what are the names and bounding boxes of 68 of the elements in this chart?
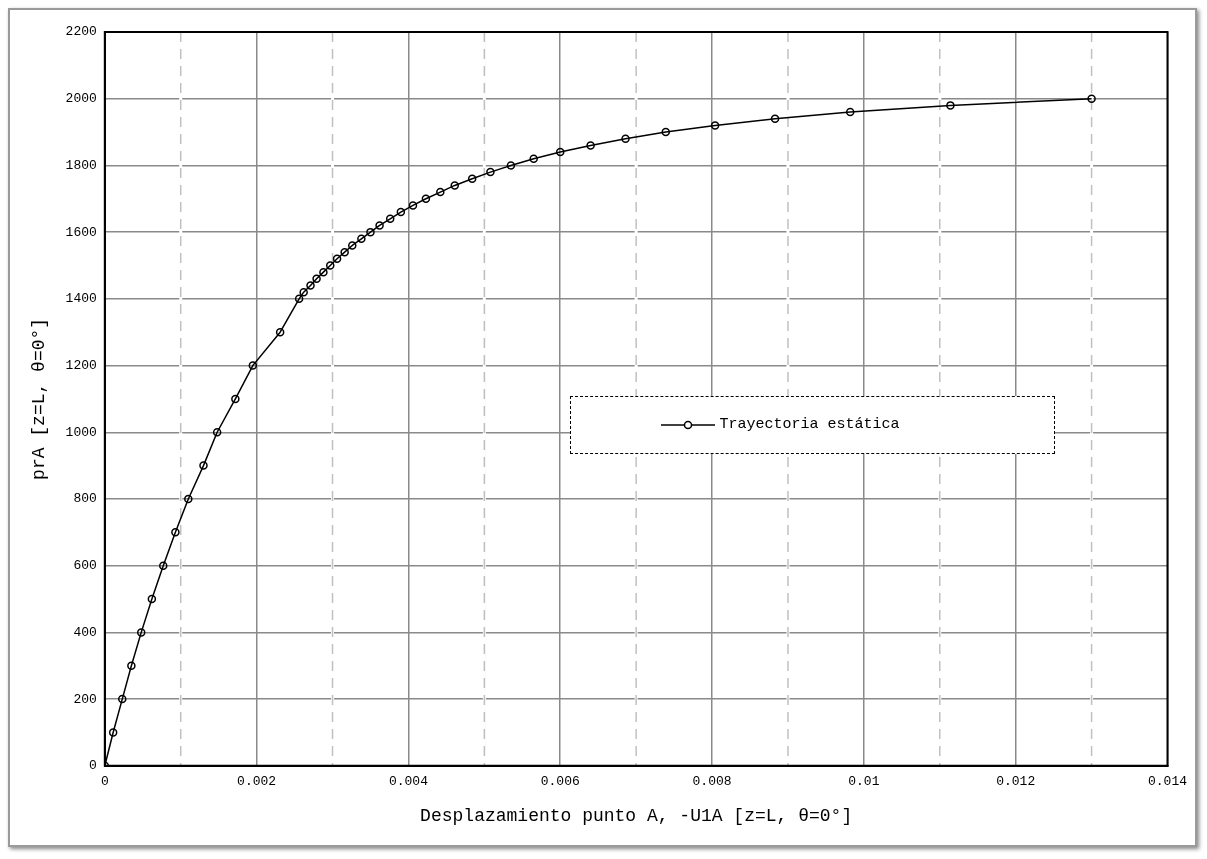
point [946, 101, 955, 110]
point [184, 494, 193, 504]
x-tick-label: 0.01 [848, 774, 880, 790]
point [845, 107, 855, 117]
x-tick-label: 0.008 [692, 774, 732, 790]
point [326, 261, 335, 270]
point [436, 187, 445, 197]
y-tick-label: 1200 [65, 357, 97, 373]
y-tick-label: 2200 [65, 24, 97, 40]
point [319, 267, 328, 277]
x-axis-title: Desplazamiento punto A, -U1A [z=L, θ=0°] [420, 805, 853, 826]
point [396, 207, 406, 217]
point [710, 121, 720, 130]
point [299, 287, 308, 297]
point [586, 141, 595, 150]
y-tick-label: 1000 [65, 424, 97, 440]
x-tick-label: 0.004 [388, 774, 429, 790]
y-tick-label: 400 [73, 624, 97, 640]
point [408, 201, 418, 210]
x-tick-label: 0.012 [996, 774, 1036, 790]
point [506, 161, 516, 170]
point [357, 234, 366, 244]
y-tick-label: 1400 [65, 291, 97, 307]
point [275, 327, 285, 337]
point [366, 227, 375, 237]
point [421, 194, 431, 204]
point [467, 174, 477, 184]
point [340, 247, 349, 257]
point [294, 294, 304, 304]
y-tick-label: 600 [73, 558, 97, 574]
point [159, 561, 168, 570]
point [212, 428, 222, 437]
point [661, 127, 671, 137]
point [127, 661, 136, 670]
point [147, 594, 157, 604]
point [486, 167, 495, 177]
point [450, 181, 459, 190]
y-tick-label: 800 [73, 491, 97, 507]
point [199, 461, 208, 470]
x-tick-label: 0 [100, 774, 109, 790]
point [621, 134, 630, 143]
y-tick-label: 2000 [65, 91, 97, 107]
x-tick-label: 0.014 [1147, 774, 1188, 790]
point [248, 361, 258, 370]
x-tick-label: 0.002 [237, 774, 277, 790]
point [529, 154, 538, 163]
legend-box: Trayectoria estática [570, 395, 1056, 454]
point [770, 114, 780, 123]
point [348, 241, 357, 250]
point [555, 147, 565, 157]
point [171, 528, 180, 537]
point [118, 694, 127, 704]
point [332, 254, 342, 264]
point [231, 394, 240, 404]
point [312, 274, 321, 284]
point [1087, 94, 1096, 103]
point [375, 221, 384, 230]
y-axis-title: prA [z=L, θ=0°] [28, 317, 49, 480]
point [306, 281, 315, 290]
y-tick-label: 1600 [65, 224, 97, 240]
y-tick-label: 200 [73, 691, 97, 707]
point [385, 214, 395, 224]
point [136, 628, 146, 637]
point [108, 728, 118, 737]
legend-label: Trayectoria estática [719, 416, 900, 434]
x-tick-label: 0.006 [540, 774, 580, 790]
y-tick-label: 1800 [65, 157, 97, 173]
y-tick-label: 0 [88, 758, 97, 774]
